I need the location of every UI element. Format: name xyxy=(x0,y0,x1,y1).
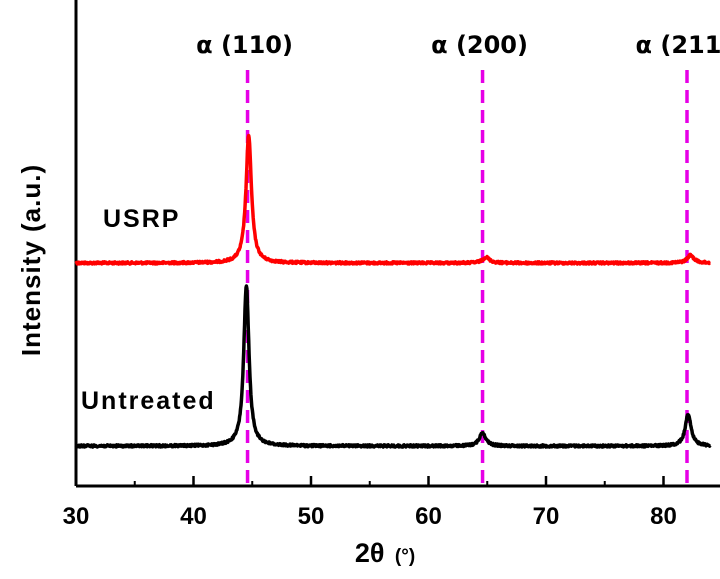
peak-label-3: α (211) xyxy=(636,31,720,59)
series-label-untreated: Untreated xyxy=(81,387,216,415)
series-line-usrp xyxy=(74,133,712,266)
y-axis-title: Intensity (a.u.) xyxy=(16,164,46,356)
x-axis-title: 2θ (°) xyxy=(355,538,415,568)
x-tick-label-70: 70 xyxy=(533,503,560,530)
x-tick-label-80: 80 xyxy=(650,503,677,530)
series-label-usrp: USRP xyxy=(103,205,180,233)
series-line-untreated xyxy=(74,284,712,449)
series-lines xyxy=(74,133,712,449)
peak-labels: α (110) α (200) α (211) xyxy=(196,31,720,59)
peak-label-2: α (200) xyxy=(431,31,528,59)
x-tick-label-40: 40 xyxy=(180,503,207,530)
x-axis-title-symbol: 2θ xyxy=(355,538,385,568)
x-axis-title-unit: (°) xyxy=(395,546,415,567)
x-tick-label-50: 50 xyxy=(298,503,325,530)
x-tick-label-30: 30 xyxy=(63,503,90,530)
x-tick-label-60: 60 xyxy=(415,503,442,530)
x-axis-ticks: 30 40 50 60 70 80 xyxy=(63,476,677,530)
reference-lines xyxy=(245,70,689,486)
peak-label-1: α (110) xyxy=(196,31,293,59)
